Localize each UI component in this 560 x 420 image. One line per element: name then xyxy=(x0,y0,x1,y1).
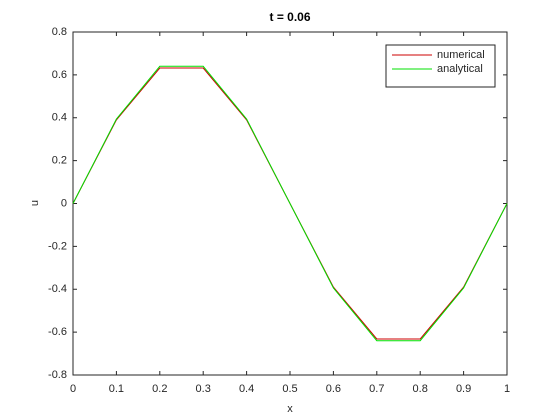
y-tick-label: -0.4 xyxy=(48,283,67,295)
x-axis-label: x xyxy=(287,403,293,415)
x-tick-label: 0.1 xyxy=(109,383,124,395)
x-tick-label: 0.5 xyxy=(282,383,297,395)
series-line xyxy=(72,65,508,342)
y-tick-label: -0.8 xyxy=(48,369,67,381)
x-tick-label: 0.2 xyxy=(152,383,167,395)
chart-title: t = 0.06 xyxy=(269,10,310,24)
x-tick-label: 0.7 xyxy=(369,383,384,395)
y-tick-label: 0.2 xyxy=(52,155,67,167)
legend-label: numerical xyxy=(437,49,485,61)
x-tick-label: 0.4 xyxy=(239,383,254,395)
y-tick-label: 0 xyxy=(61,197,67,209)
x-tick-label: 0.8 xyxy=(413,383,428,395)
x-tick-label: 0.9 xyxy=(456,383,471,395)
x-tick-label: 0.3 xyxy=(196,383,211,395)
y-axis-label: u xyxy=(29,200,41,206)
y-tick-label: -0.2 xyxy=(48,240,67,252)
y-tick-label: 0.4 xyxy=(52,112,67,124)
legend-label: analytical xyxy=(437,63,483,75)
legend-box xyxy=(385,44,496,88)
x-tick-label: 0 xyxy=(70,383,76,395)
y-tick-label: 0.8 xyxy=(52,26,67,38)
x-tick-label: 1 xyxy=(504,383,510,395)
y-tick-label: -0.6 xyxy=(48,326,67,338)
y-tick-label: 0.6 xyxy=(52,69,67,81)
x-tick-label: 0.6 xyxy=(326,383,341,395)
